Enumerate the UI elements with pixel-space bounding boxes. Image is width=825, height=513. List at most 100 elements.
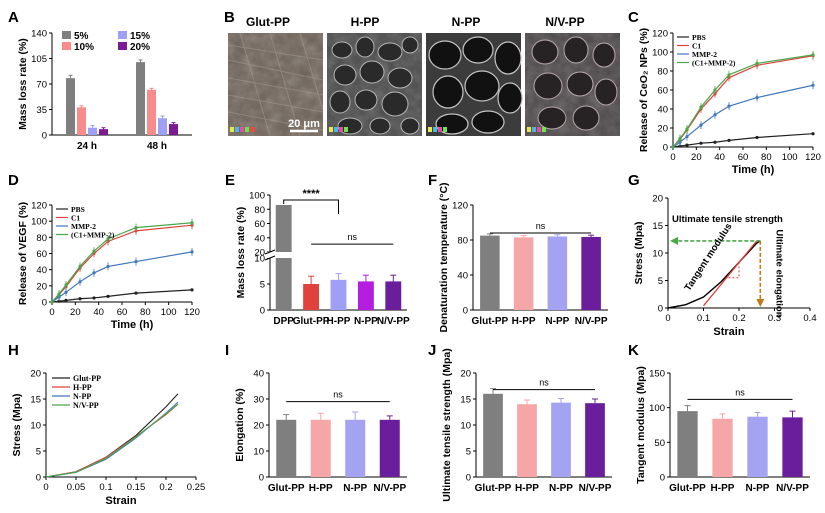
x-tick-label: H-PP (711, 483, 735, 494)
bar-N/V-PP (385, 281, 402, 310)
y-tick-label: 20 (254, 248, 265, 259)
data-point (190, 250, 194, 254)
panel-f-letter: F (428, 172, 437, 189)
bar-N-PP (551, 402, 571, 477)
x-axis-label: Strain (105, 495, 136, 507)
x-axis-label: Strain (713, 326, 744, 338)
x-tick-label: DPP (273, 316, 294, 327)
y-tick-label: 30 (253, 395, 264, 406)
x-tick-label: 120 (805, 152, 821, 163)
y-tick-label: 5 (466, 447, 471, 458)
data-point (190, 221, 194, 225)
panel-h-letter: H (8, 342, 19, 359)
bar-N-PP (345, 419, 366, 477)
data-point (755, 96, 759, 100)
legend-label: PBS (71, 205, 85, 214)
y-tick-label: 50 (654, 438, 665, 449)
y-tick-label: 0 (660, 473, 665, 484)
y-tick-label: 0 (42, 131, 47, 142)
data-point (64, 298, 68, 302)
x-tick-label: 0.4 (803, 313, 816, 324)
panel-b-letter: B (224, 9, 235, 26)
x-tick-label: 80 (140, 307, 151, 318)
data-point (78, 297, 82, 301)
data-point (78, 264, 82, 269)
bar-5%-48 h (136, 62, 145, 136)
x-tick-label: 100 (161, 307, 177, 318)
data-point (699, 141, 703, 145)
panel-i: I 0 10 20 30 40 Elongation (%) Glut-PP H-PP N-PP N… (225, 342, 407, 494)
x-tick-label: 80 (761, 152, 772, 163)
x-tick-label: 120 (184, 307, 200, 318)
x-tick-label: 24 h (77, 141, 97, 152)
x-tick-label: Glut-PP (475, 483, 512, 494)
micrograph-label-n-pp: N-PP (452, 15, 481, 29)
significance-label: ns (347, 232, 357, 242)
x-tick-label: Glut-PP (472, 316, 509, 327)
x-tick-label: 0.15 (127, 482, 146, 493)
legend-swatch-15% (118, 31, 127, 39)
data-point (699, 123, 703, 127)
micrograph-n-pp (426, 33, 523, 136)
y-tick-label: 60 (254, 219, 265, 230)
y-axis-label: Release of VEGF (%) (17, 202, 29, 305)
x-tick-label: Glut-PP (268, 483, 305, 494)
data-point (699, 105, 703, 109)
bar-H-PP (330, 279, 347, 310)
micrograph-color-strip (230, 127, 546, 132)
legend-label: PBS (692, 33, 706, 42)
series-line-(C1+MMP-2) (51, 222, 193, 303)
bar-DPP-high (275, 204, 292, 252)
x-tick-label: 0 (49, 307, 54, 318)
x-tick-label: N-PP (746, 483, 770, 494)
y-axis-label: Tangent modulus (Mpa) (635, 366, 647, 484)
y-tick-label: 20 (36, 281, 47, 292)
y-tick-label: 10 (652, 249, 663, 260)
y-tick-label: 15 (652, 221, 663, 232)
data-point (755, 135, 759, 140)
bar-15%-24 h (88, 127, 97, 135)
y-tick-label: 60 (36, 249, 47, 260)
data-point (106, 264, 110, 269)
series-line-(C1+MMP-2) (672, 54, 814, 148)
legend-label: N-PP (73, 392, 91, 401)
bar-Glut-PP (480, 235, 500, 310)
bar-Glut-PP (276, 419, 297, 477)
y-tick-label: 0 (260, 306, 265, 317)
y-tick-label: 20 (652, 194, 663, 205)
panel-j: J 0 5 10 15 20 Ultimate tensile strength (Mpa)… (428, 342, 612, 502)
significance-label: ns (539, 378, 549, 388)
y-tick-label: 40 (253, 369, 264, 380)
legend-label: (C1+MMP-2) (692, 59, 736, 68)
panel-k-letter: K (628, 342, 639, 359)
data-point (92, 296, 96, 300)
y-tick-label: 10 (460, 421, 471, 432)
data-point (78, 280, 82, 284)
x-tick-label: Glut-PP (293, 316, 330, 327)
y-tick-label: 140 (31, 29, 47, 40)
bar-N/V-PP (379, 419, 400, 477)
y-tick-label: 80 (254, 205, 265, 216)
legend-label: C1 (692, 42, 701, 51)
legend-swatch-10% (62, 42, 71, 50)
x-tick-label: 0.2 (732, 313, 745, 324)
bar-DPP-low (275, 258, 292, 310)
data-point (811, 83, 815, 87)
bar-20%-24 h (99, 129, 108, 135)
panel-b-micrographs: B Glut-PP H-PP N-PP N/V-PP (224, 9, 620, 137)
data-point (106, 294, 110, 298)
x-tick-label: 60 (738, 152, 749, 163)
x-tick-label: N/V-PP (377, 316, 410, 327)
legend-label: MMP-2 (692, 50, 717, 59)
x-tick-label: N/V-PP (575, 316, 608, 327)
x-tick-label: N-PP (343, 483, 367, 494)
x-tick-label: 100 (782, 152, 798, 163)
y-axis-label: Ultimate tensile strength (Mpa) (441, 348, 453, 501)
micrograph-nv-pp (525, 33, 620, 136)
y-axis-label: Stress (Mpa) (11, 393, 23, 456)
data-point (671, 145, 675, 149)
axis-break-mark (264, 255, 276, 261)
bar-20%-48 h (169, 124, 178, 135)
x-axis-label: Time (h) (111, 319, 154, 331)
